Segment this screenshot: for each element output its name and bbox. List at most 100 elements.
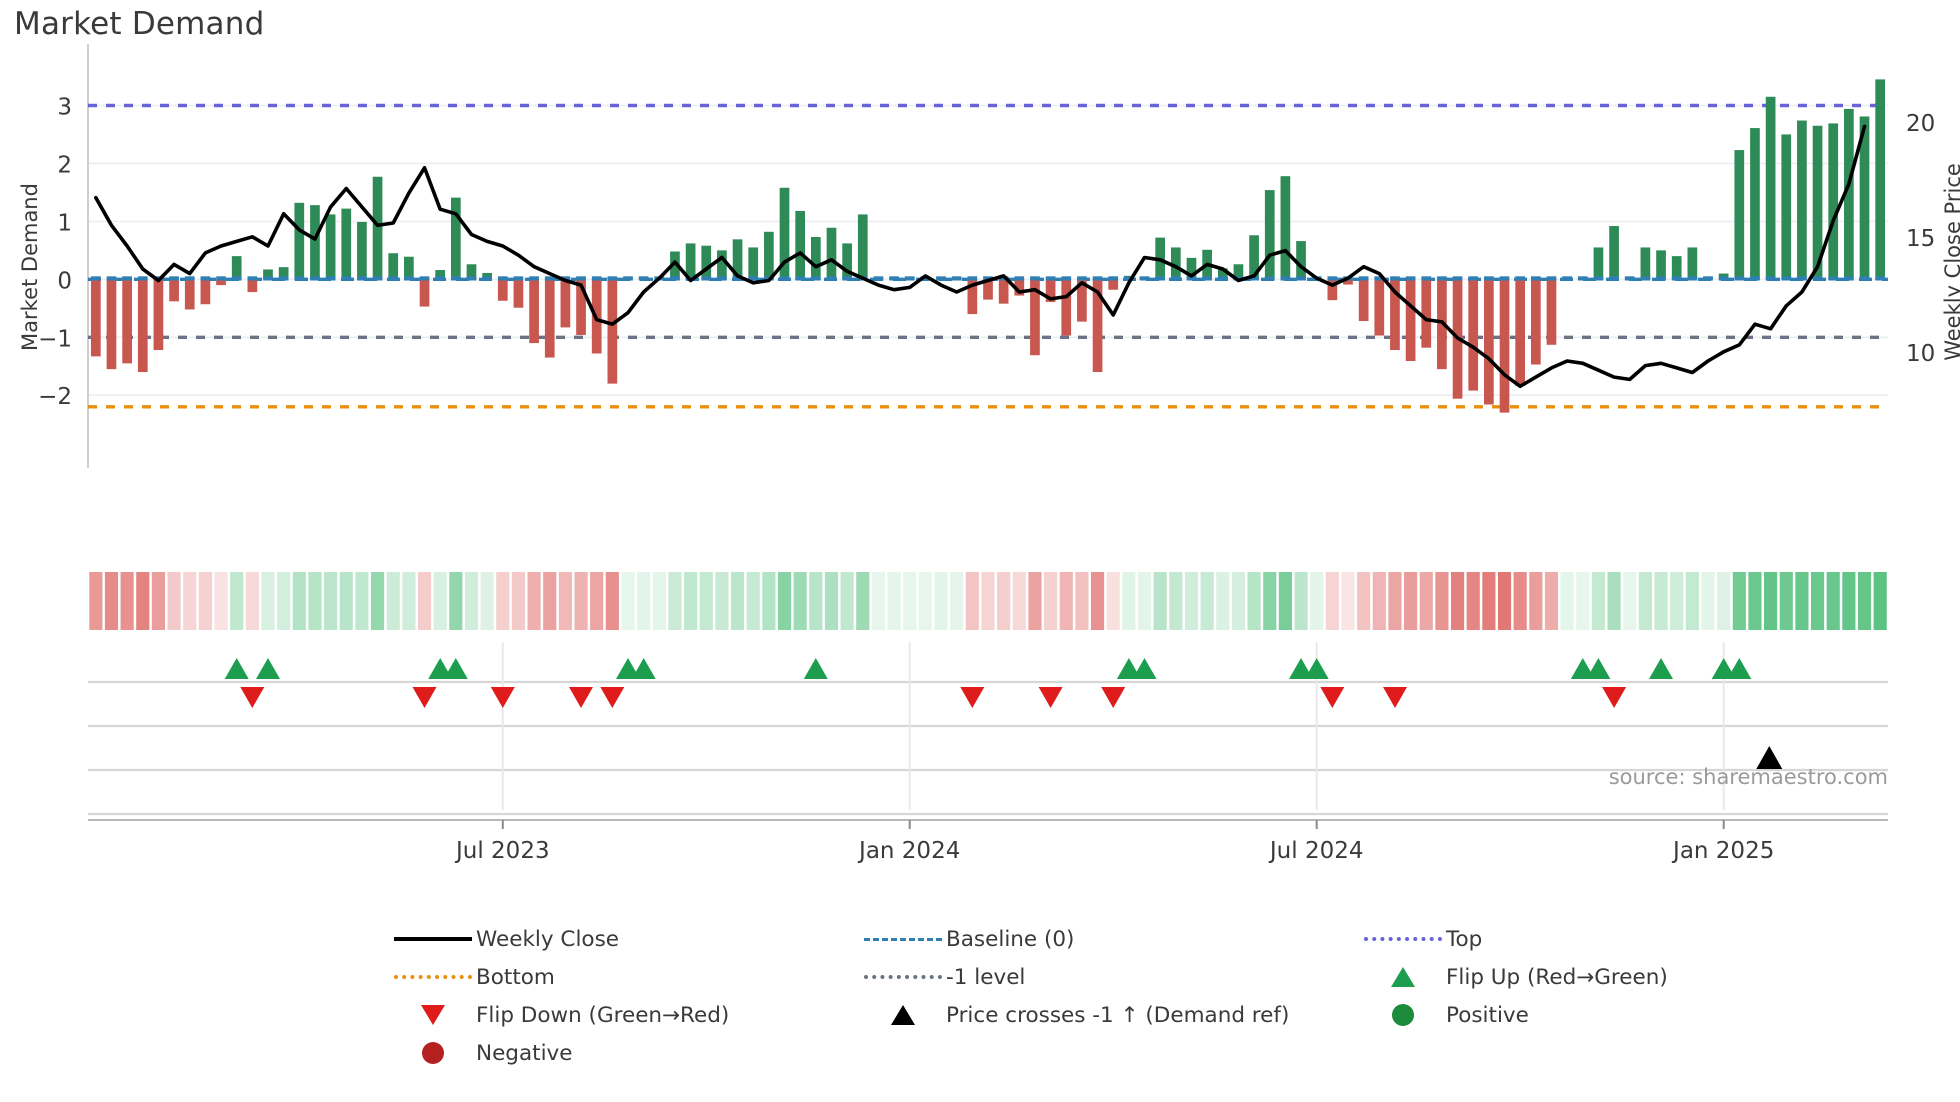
right-tick-label: 20 <box>1906 111 1935 137</box>
demand-bar <box>247 279 258 293</box>
legend-item-1-level[interactable]: -1 level <box>860 958 1360 996</box>
heat-strip-cell <box>89 572 103 630</box>
heat-strip-cell <box>1294 572 1308 630</box>
heat-strip-cell <box>167 572 181 630</box>
flip-up-marker <box>1116 658 1141 679</box>
dotted-line-glyph <box>1364 937 1442 941</box>
baseline-marker <box>1202 276 1212 281</box>
heat-strip-cell <box>903 572 917 630</box>
demand-bar <box>419 279 430 307</box>
baseline-marker <box>1828 276 1839 281</box>
heat-strip-cell <box>120 572 134 630</box>
triangle-down-glyph <box>421 1005 445 1025</box>
legend-item-negative[interactable]: Negative <box>390 1034 860 1072</box>
heat-strip-cell <box>871 572 886 630</box>
left-tick-label: −1 <box>38 326 72 352</box>
baseline-marker <box>1859 276 1870 281</box>
baseline-marker <box>920 276 931 281</box>
legend-label: Flip Down (Green→Red) <box>476 1002 730 1028</box>
demand-bar <box>497 279 508 301</box>
legend-item-weekly-close[interactable]: Weekly Close <box>390 920 860 958</box>
heat-strip-cell <box>793 572 807 630</box>
heat-strip-cell <box>762 572 776 630</box>
demand-bar <box>231 256 242 280</box>
legend-item-flip-down-green-red[interactable]: Flip Down (Green→Red) <box>390 996 860 1034</box>
demand-bar <box>1687 247 1698 280</box>
demand-bar <box>983 279 993 300</box>
x-tick-label: Jul 2023 <box>454 838 550 864</box>
baseline-marker <box>1593 276 1604 281</box>
flip-up-marker <box>1304 658 1329 679</box>
legend-item-positive[interactable]: Positive <box>1360 996 1800 1034</box>
heat-strip-cell <box>1842 572 1856 630</box>
demand-bar <box>826 227 837 280</box>
heat-strip-cell <box>1044 572 1058 630</box>
baseline-marker <box>1812 276 1823 281</box>
demand-bar <box>529 279 539 344</box>
heat-strip-cell <box>1231 572 1246 630</box>
demand-bar <box>1405 279 1416 362</box>
baseline-marker <box>231 276 242 281</box>
demand-bar <box>1170 247 1181 280</box>
baseline-marker <box>1577 276 1588 281</box>
baseline-marker <box>623 276 633 281</box>
heat-strip-cell <box>1544 572 1559 630</box>
baseline-marker <box>1030 276 1040 281</box>
circle-glyph <box>422 1042 444 1064</box>
source-text: source: sharemaestro.com <box>1609 765 1888 789</box>
baseline-marker <box>1687 276 1698 281</box>
heat-strip-cell <box>511 572 526 630</box>
baseline-marker <box>576 276 586 281</box>
legend-item-bottom[interactable]: Bottom <box>390 958 860 996</box>
heat-strip-cell <box>230 572 244 630</box>
solid-line-glyph <box>394 937 472 941</box>
legend-item-baseline-0[interactable]: Baseline (0) <box>860 920 1360 958</box>
baseline-marker <box>1624 276 1635 281</box>
heat-strip-cell <box>715 572 729 630</box>
heat-strip-cell <box>1169 572 1183 630</box>
legend-item-top[interactable]: Top <box>1360 920 1800 958</box>
heat-strip-cell <box>261 572 275 630</box>
baseline-marker <box>983 276 993 281</box>
heat-strip-cell <box>558 572 572 630</box>
legend-label: Flip Up (Red→Green) <box>1446 964 1668 990</box>
flip-down-marker <box>412 687 437 708</box>
left-tick-label: −2 <box>38 384 72 410</box>
demand-bar <box>717 250 727 280</box>
heat-strip-cell <box>1028 572 1042 630</box>
baseline-marker <box>1703 276 1713 281</box>
heat-strip-cell <box>136 572 150 630</box>
baseline-marker <box>779 276 790 281</box>
legend-item-price-crosses-1-demand-ref[interactable]: Price crosses -1 ↑ (Demand ref) <box>860 996 1360 1034</box>
heat-strip-cell <box>950 572 964 630</box>
heat-strip-cell <box>1184 572 1199 630</box>
baseline-marker <box>560 276 571 281</box>
baseline-marker <box>1781 276 1792 281</box>
heat-strip-cell <box>840 572 854 630</box>
demand-bar <box>153 279 164 351</box>
flip-up-marker <box>1570 658 1595 679</box>
heat-strip-cell <box>1591 572 1606 630</box>
demand-bar <box>216 279 226 286</box>
heat-strip-cell <box>637 572 651 630</box>
flip-up-marker <box>1586 658 1611 679</box>
demand-bar <box>998 279 1009 304</box>
heat-strip-cell <box>324 572 338 630</box>
baseline-marker <box>1844 276 1854 281</box>
baseline-marker <box>936 276 946 281</box>
baseline-marker <box>388 276 399 281</box>
demand-bar <box>263 269 273 280</box>
demand-bar <box>857 214 868 280</box>
legend-spacer <box>1360 1034 1800 1072</box>
baseline-marker <box>1217 276 1228 281</box>
legend-item-flip-up-red-green[interactable]: Flip Up (Red→Green) <box>1360 958 1800 996</box>
demand-bar <box>1640 247 1651 280</box>
flip-up-marker <box>1649 658 1673 679</box>
baseline-marker <box>732 276 743 281</box>
demand-bar <box>1186 257 1197 280</box>
heat-strip-cell <box>277 572 291 630</box>
baseline-marker <box>1358 276 1369 281</box>
demand-bar <box>357 221 367 280</box>
heat-strip-cell <box>1810 572 1825 630</box>
heat-strip-cell <box>1106 572 1120 630</box>
